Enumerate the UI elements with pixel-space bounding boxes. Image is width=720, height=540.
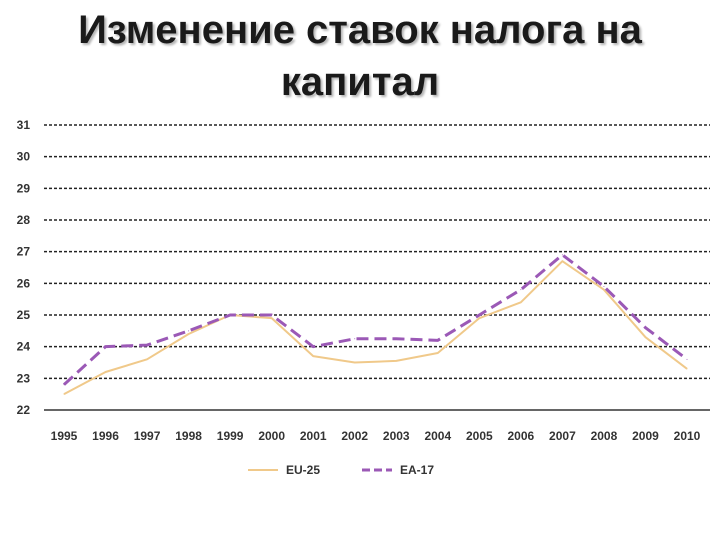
data-point	[520, 289, 522, 291]
series-lines	[62, 253, 688, 396]
data-point	[146, 358, 148, 360]
x-tick-label: 2000	[258, 429, 285, 443]
data-point	[437, 352, 439, 354]
x-tick-label: 2007	[549, 429, 576, 443]
chart-title-line-2: капитал	[280, 60, 440, 104]
data-point	[478, 314, 480, 316]
x-tick-label: 2010	[674, 429, 701, 443]
grid-lines	[44, 124, 710, 411]
data-point	[395, 338, 397, 340]
data-point	[644, 327, 646, 329]
x-tick-label: 2003	[383, 429, 410, 443]
chart-title-line-1: Изменение ставок налога на	[78, 8, 642, 52]
x-tick-label: 1996	[92, 429, 119, 443]
data-point	[63, 384, 65, 386]
data-point	[146, 344, 148, 346]
legend-label: EU-25	[286, 463, 320, 477]
data-point	[188, 333, 190, 335]
data-point	[354, 362, 356, 363]
data-point	[644, 336, 646, 338]
data-point	[271, 317, 273, 319]
data-point	[437, 339, 439, 341]
y-tick-label: 31	[17, 118, 31, 132]
x-tick-label: 1998	[175, 429, 202, 443]
data-point	[271, 314, 273, 316]
x-axis-ticks: 1995 1996 1997 1998 1999 2000 2001 2002 2003 2004…	[51, 429, 701, 443]
data-point	[520, 301, 522, 303]
y-tick-label: 25	[17, 308, 31, 322]
data-point	[312, 346, 314, 348]
data-point	[561, 260, 563, 262]
x-tick-label: 2001	[300, 429, 327, 443]
x-tick-label: 1999	[217, 429, 244, 443]
data-point	[561, 254, 563, 256]
data-point	[603, 286, 605, 287]
data-point	[105, 371, 107, 373]
x-tick-label: 2002	[341, 429, 368, 443]
data-point	[603, 289, 605, 291]
x-tick-label: 2004	[424, 429, 451, 443]
y-tick-label: 29	[17, 181, 31, 195]
chart-title: Изменение ставок налога на капитал	[0, 4, 720, 108]
x-tick-label: 2008	[591, 429, 618, 443]
series-line-ea-17	[62, 253, 688, 386]
data-point	[395, 360, 397, 362]
x-tick-label: 2009	[632, 429, 659, 443]
data-point	[105, 346, 107, 348]
x-tick-label: 2006	[508, 429, 535, 443]
y-tick-label: 30	[17, 150, 31, 164]
legend: EU-25 EA-17	[248, 463, 434, 477]
data-point	[686, 358, 688, 360]
x-tick-label: 2005	[466, 429, 493, 443]
data-point	[354, 338, 356, 340]
data-point	[188, 330, 190, 332]
data-point	[63, 393, 65, 395]
y-tick-label: 23	[17, 371, 31, 385]
y-tick-label: 24	[17, 340, 31, 354]
y-tick-label: 26	[17, 276, 31, 290]
y-tick-label: 22	[17, 403, 31, 417]
y-tick-label: 28	[17, 213, 31, 227]
data-point	[229, 314, 231, 316]
data-point	[478, 317, 480, 319]
y-axis-ticks: 22 23 24 25 26 27 28 29 30 31	[17, 118, 31, 417]
y-tick-label: 27	[17, 245, 31, 259]
x-tick-label: 1997	[134, 429, 161, 443]
data-point	[686, 368, 688, 370]
data-point	[312, 355, 314, 357]
x-tick-label: 1995	[51, 429, 78, 443]
series-line-eu-25	[63, 260, 688, 396]
legend-label: EA-17	[400, 463, 434, 477]
